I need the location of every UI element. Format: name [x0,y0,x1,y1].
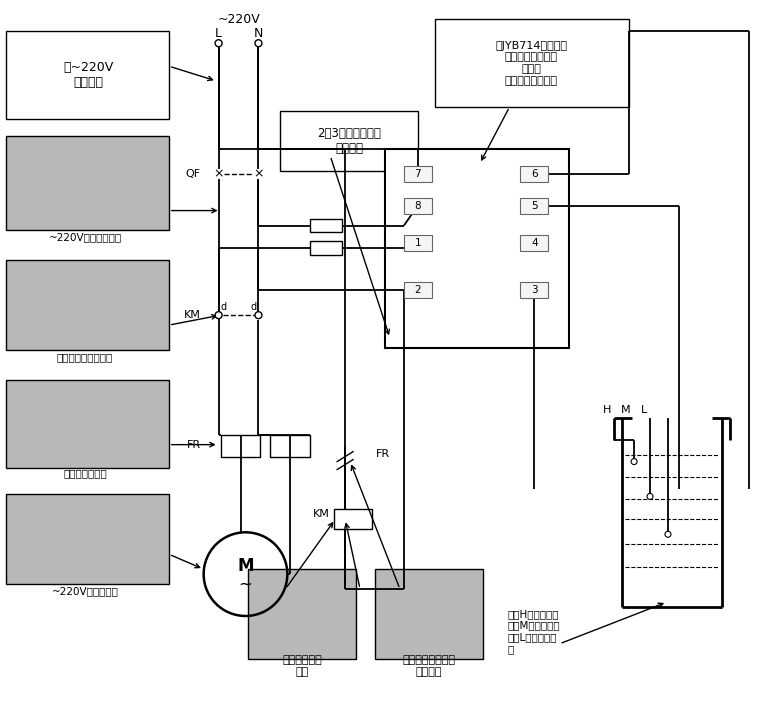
Text: d: d [250,302,256,312]
Bar [520,235,549,252]
Text: 2、3接内部继电器
常开触点: 2、3接内部继电器 常开触点 [317,127,381,155]
Text: 2: 2 [415,285,422,295]
Bar [404,235,431,252]
Bar [220,435,260,457]
Text: 接~220V
交流电源: 接~220V 交流电源 [63,61,113,89]
Text: H: H [603,405,611,415]
Circle shape [631,459,637,464]
Bar [311,218,342,233]
Circle shape [665,531,671,537]
Text: ×: × [253,167,264,180]
Text: 7: 7 [415,169,422,179]
Text: 主回路热继电器: 主回路热继电器 [63,469,107,479]
Bar [435,19,629,107]
Bar [6,31,169,119]
Text: 1: 1 [415,238,422,248]
Bar [520,166,549,182]
Bar [6,136,169,230]
Bar [520,198,549,213]
Text: KM: KM [314,509,330,520]
Circle shape [215,312,222,318]
Bar [385,149,569,348]
Bar [280,111,418,171]
Text: M: M [237,557,254,575]
Text: d: d [220,302,226,312]
Text: QF: QF [186,169,200,179]
Text: M: M [621,405,631,415]
Text: 接JYB714型电子式
液位继电器单相供
水接线
（单相供水方式）: 接JYB714型电子式 液位继电器单相供 水接线 （单相供水方式） [496,40,568,86]
Bar [6,380,169,467]
Bar [334,509,372,530]
Text: 6: 6 [531,169,538,179]
Bar [375,569,483,659]
Bar [404,166,431,182]
Text: 主回路接触器主触点: 主回路接触器主触点 [57,352,113,362]
Text: 5: 5 [531,201,538,211]
Text: 水箱H接高水位电
极，M接中水位电
极，L接低水位电
极: 水箱H接高水位电 极，M接中水位电 极，L接低水位电 极 [507,609,560,654]
Text: L: L [215,27,222,40]
Circle shape [647,493,653,499]
Bar [311,242,342,255]
Text: 热继电器控制回路
常闭触点: 热继电器控制回路 常闭触点 [402,655,455,676]
Bar [520,282,549,298]
Circle shape [255,312,262,318]
Text: ~220V: ~220V [217,13,260,26]
Text: ~: ~ [239,575,252,593]
Bar [6,494,169,584]
Text: ~220V单相电动机: ~220V单相电动机 [52,586,119,596]
Text: 电动机接触器
线圈: 电动机接触器 线圈 [282,655,322,676]
Bar [270,435,311,457]
Text: L: L [641,405,647,415]
Bar [404,282,431,298]
Circle shape [215,40,222,47]
Bar [6,260,169,350]
Text: 8: 8 [415,201,422,211]
Bar [404,198,431,213]
Bar [249,569,356,659]
Text: ~220V主回路断路器: ~220V主回路断路器 [48,233,122,242]
Text: FR: FR [376,449,390,459]
Circle shape [255,40,262,47]
Text: ×: × [213,167,224,180]
Text: KM: KM [184,310,200,320]
Text: FR: FR [187,440,200,450]
Text: 3: 3 [531,285,538,295]
Text: 4: 4 [531,238,538,248]
Text: N: N [254,27,263,40]
